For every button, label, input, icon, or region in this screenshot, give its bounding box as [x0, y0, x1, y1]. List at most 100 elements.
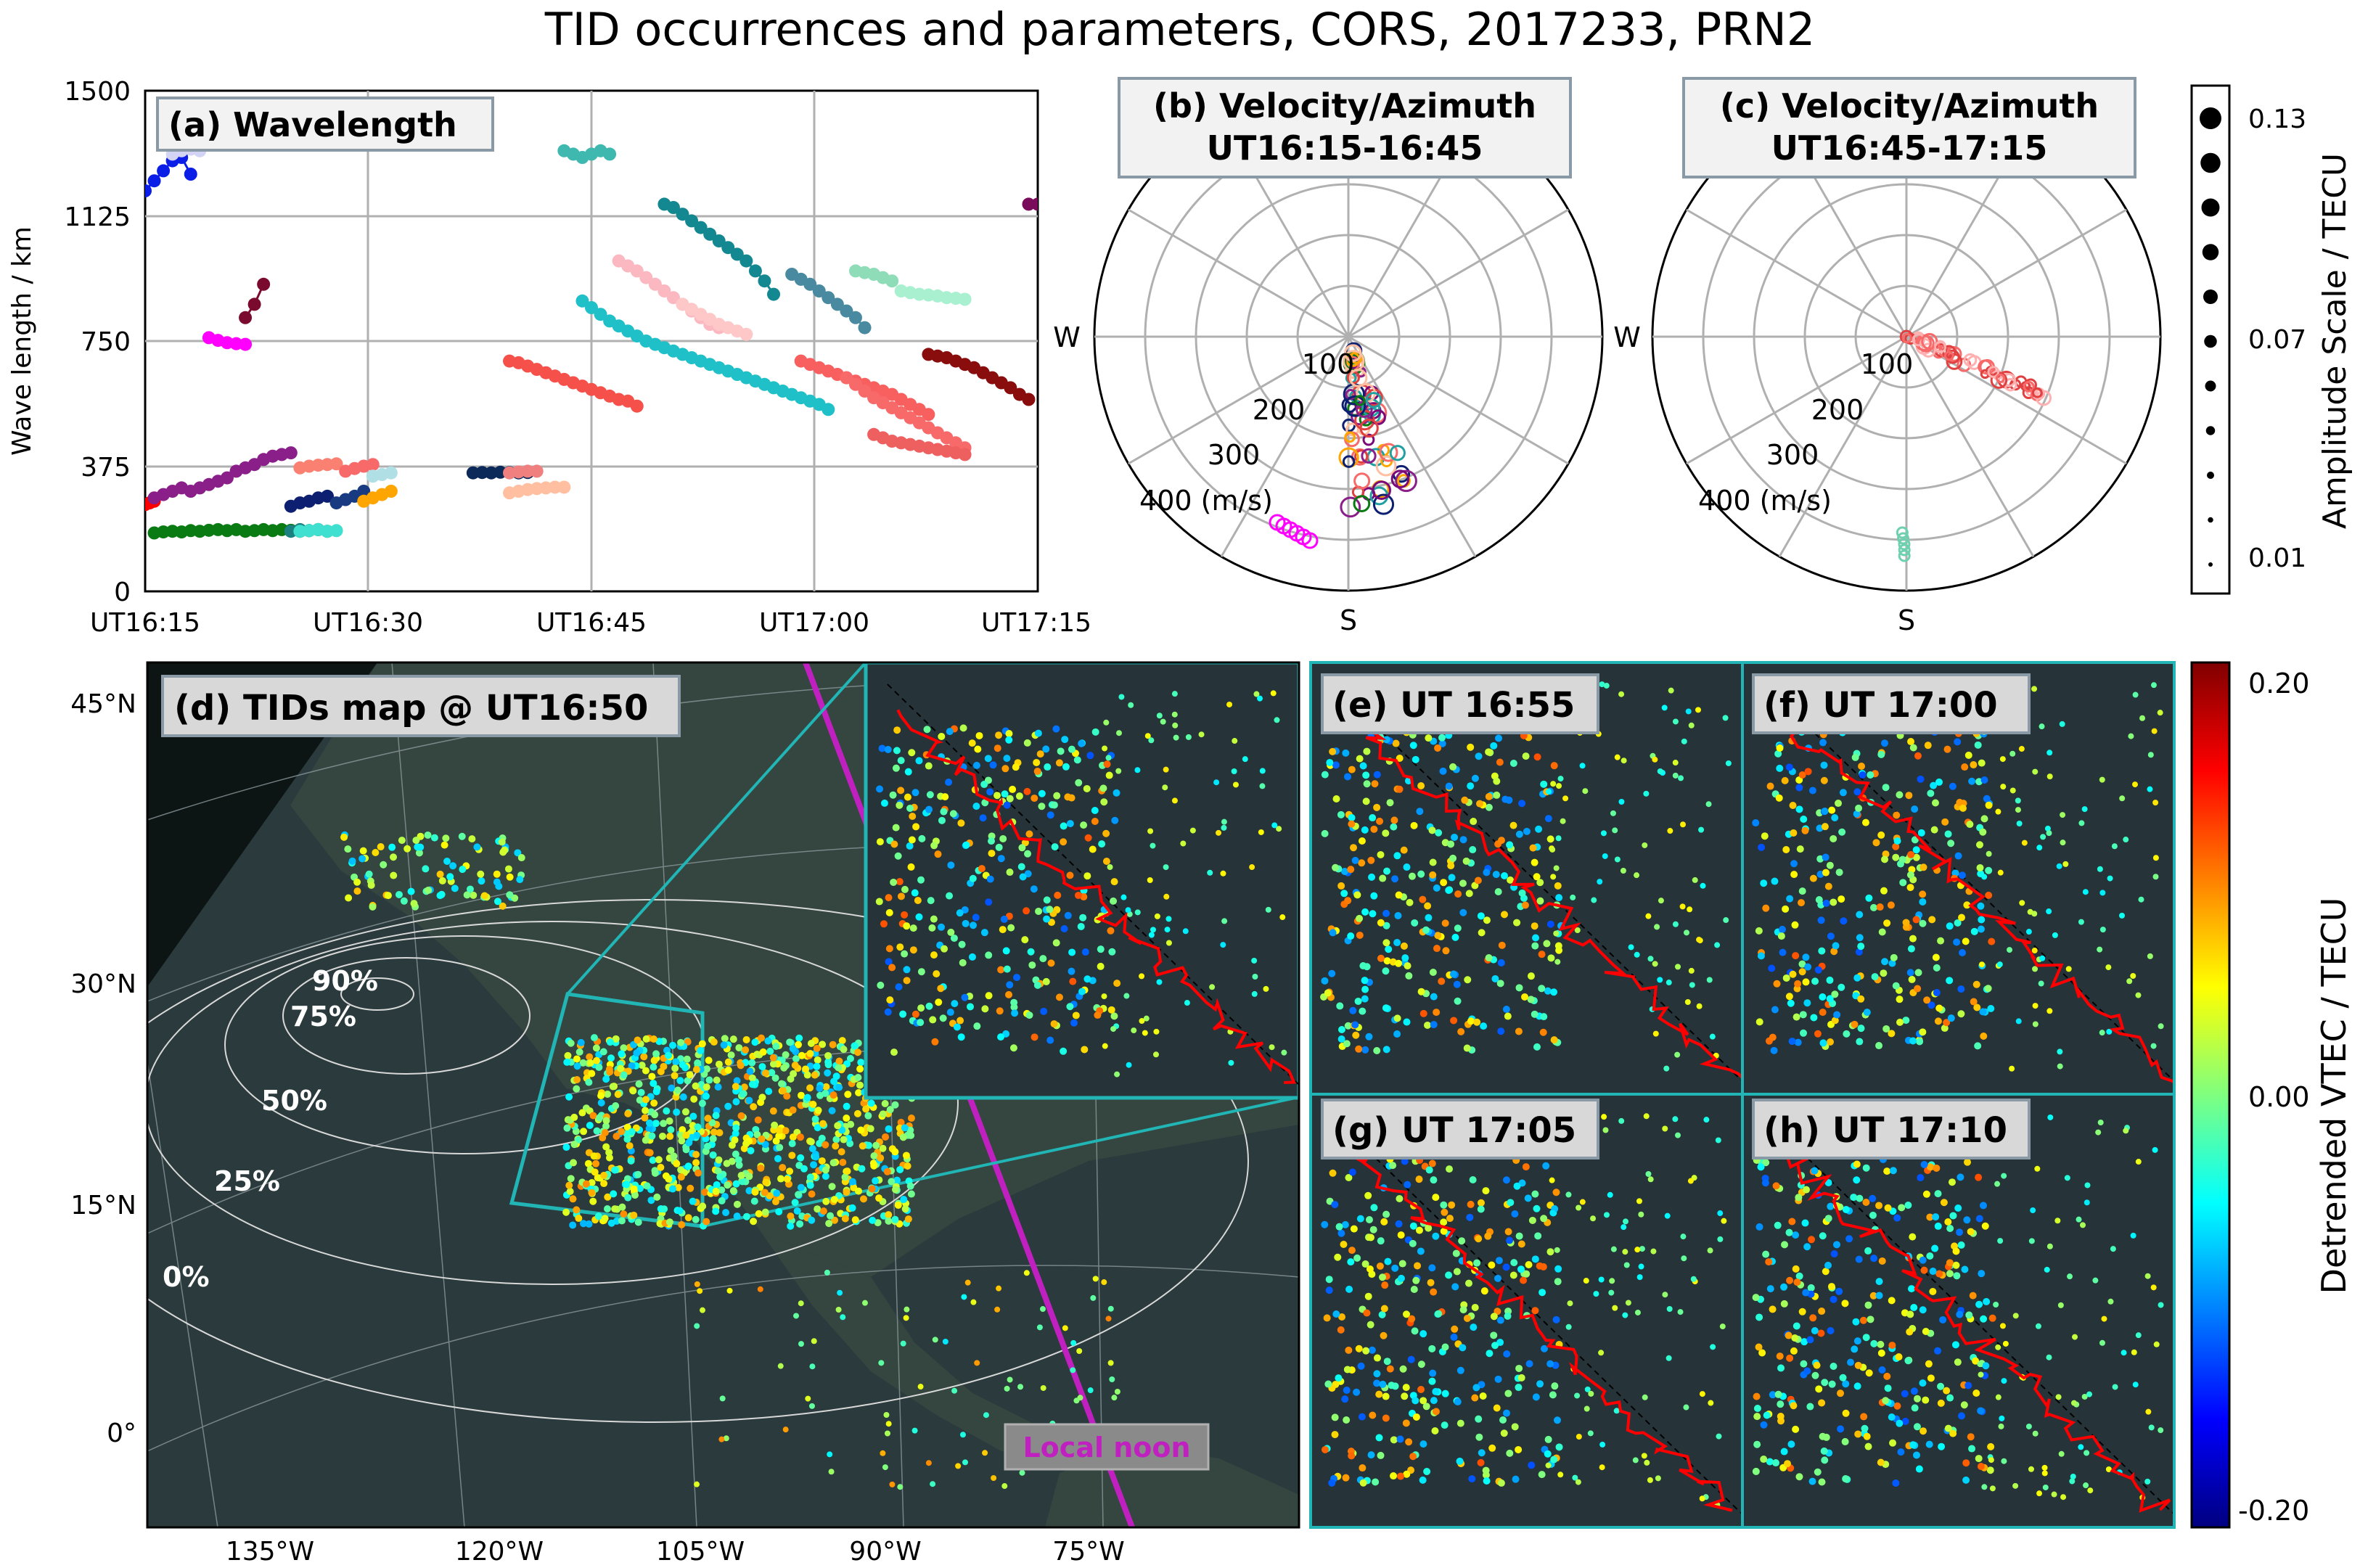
amplitude-dot [2208, 517, 2213, 523]
tec-dot [1663, 1065, 1670, 1072]
tec-dot [1472, 1384, 1480, 1392]
tec-dot [1977, 1463, 1985, 1471]
tec-dot [1800, 1360, 1808, 1368]
map-dot [819, 1207, 827, 1215]
tec-dot [1939, 1315, 1947, 1323]
tec-dot [2034, 1165, 2041, 1172]
map-dot [840, 1136, 848, 1144]
panel-e-label-box [1321, 673, 1599, 734]
tec-dot [1449, 763, 1457, 771]
tec-dot [928, 924, 936, 932]
tec-dot [925, 762, 933, 770]
data-point [666, 201, 680, 214]
map-dot [829, 1040, 837, 1048]
tec-dot [896, 943, 904, 951]
map-dot [605, 1065, 613, 1073]
tec-dot [1231, 768, 1237, 775]
tec-dot [985, 992, 993, 1000]
tec-dot [1334, 1253, 1342, 1261]
tec-dot [1612, 1305, 1618, 1311]
tec-dot [1404, 962, 1412, 970]
tec-dot [1075, 779, 1083, 787]
data-point [840, 304, 853, 318]
tec-dot [1369, 1226, 1377, 1234]
tec-dot [1946, 977, 1954, 985]
map-dot [684, 1117, 692, 1125]
xtick-label: UT16:15 [90, 608, 200, 638]
tec-dot [1370, 1204, 1378, 1212]
tec-dot [1560, 818, 1566, 824]
tec-dot [2081, 806, 2088, 813]
map-dot [758, 1034, 766, 1042]
tec-dot [1046, 906, 1054, 914]
tec-dot [1776, 764, 1784, 772]
tec-dot [1546, 1360, 1554, 1368]
tec-dot [1454, 997, 1462, 1005]
tec-dot [1398, 1260, 1406, 1268]
tec-dot [2001, 1458, 2007, 1464]
map-dot [1017, 1384, 1024, 1390]
tec-dot [1355, 1345, 1363, 1352]
map-dot [858, 1165, 866, 1173]
amplitude-dot [2201, 198, 2220, 217]
map-dot [714, 1083, 722, 1091]
map-dot [974, 1360, 980, 1366]
tec-dot [1160, 718, 1166, 725]
tec-dot [2044, 825, 2051, 832]
tec-dot [1483, 1477, 1491, 1485]
tec-dot [1064, 911, 1072, 919]
tec-dot [1242, 756, 1248, 763]
tec-dot [1817, 916, 1825, 924]
tec-dot [1549, 846, 1556, 853]
tec-dot [1072, 1011, 1080, 1019]
tec-dot [1919, 890, 1927, 898]
tec-dot [1856, 934, 1864, 942]
tec-dot [1634, 1247, 1641, 1253]
map-dot [438, 877, 446, 884]
tec-dot [1553, 865, 1560, 871]
tec-dot [1003, 801, 1011, 809]
map-dot [575, 1215, 583, 1223]
map-dot [493, 878, 501, 886]
map-dot [771, 1198, 779, 1206]
tec-dot [1554, 1247, 1560, 1253]
tec-dot [1052, 939, 1060, 947]
tec-dot [1507, 1199, 1515, 1207]
tec-dot [1525, 1360, 1533, 1368]
tec-dot [2135, 1332, 2142, 1339]
tec-dot [1445, 782, 1453, 790]
tec-dot [2051, 1491, 2057, 1498]
tec-dot [1506, 1449, 1514, 1457]
map-dot [818, 1134, 826, 1142]
tec-dot [1867, 771, 1875, 779]
tec-dot [1914, 1395, 1922, 1403]
map-dot [814, 1124, 822, 1132]
tec-dot [1883, 1167, 1891, 1175]
tec-dot [1766, 782, 1774, 790]
tec-dot [2039, 723, 2045, 730]
tec-dot [1428, 1264, 1436, 1272]
tec-dot [1944, 1424, 1952, 1432]
tec-dot [1859, 771, 1867, 779]
map-dot [407, 887, 415, 895]
data-point [848, 377, 862, 391]
tec-dot [1771, 1459, 1779, 1467]
map-dot [660, 1205, 668, 1213]
tec-dot [2032, 966, 2039, 972]
tec-dot [1855, 948, 1863, 956]
tec-dot [1055, 759, 1063, 767]
ytick-label: 1125 [64, 202, 131, 232]
tec-dot [1664, 1212, 1671, 1219]
tec-dot [1080, 821, 1088, 829]
data-point [848, 311, 862, 324]
tec-dot [1818, 947, 1826, 955]
map-dot [734, 1156, 742, 1164]
tec-dot [1949, 782, 1957, 790]
tec-dot [1893, 1214, 1901, 1222]
tec-dot [1815, 896, 1823, 904]
tec-dot [1408, 1315, 1416, 1323]
tec-dot [1853, 1382, 1861, 1390]
tec-dot [2082, 889, 2089, 895]
tec-dot [1344, 897, 1352, 905]
tec-dot [1379, 874, 1387, 882]
